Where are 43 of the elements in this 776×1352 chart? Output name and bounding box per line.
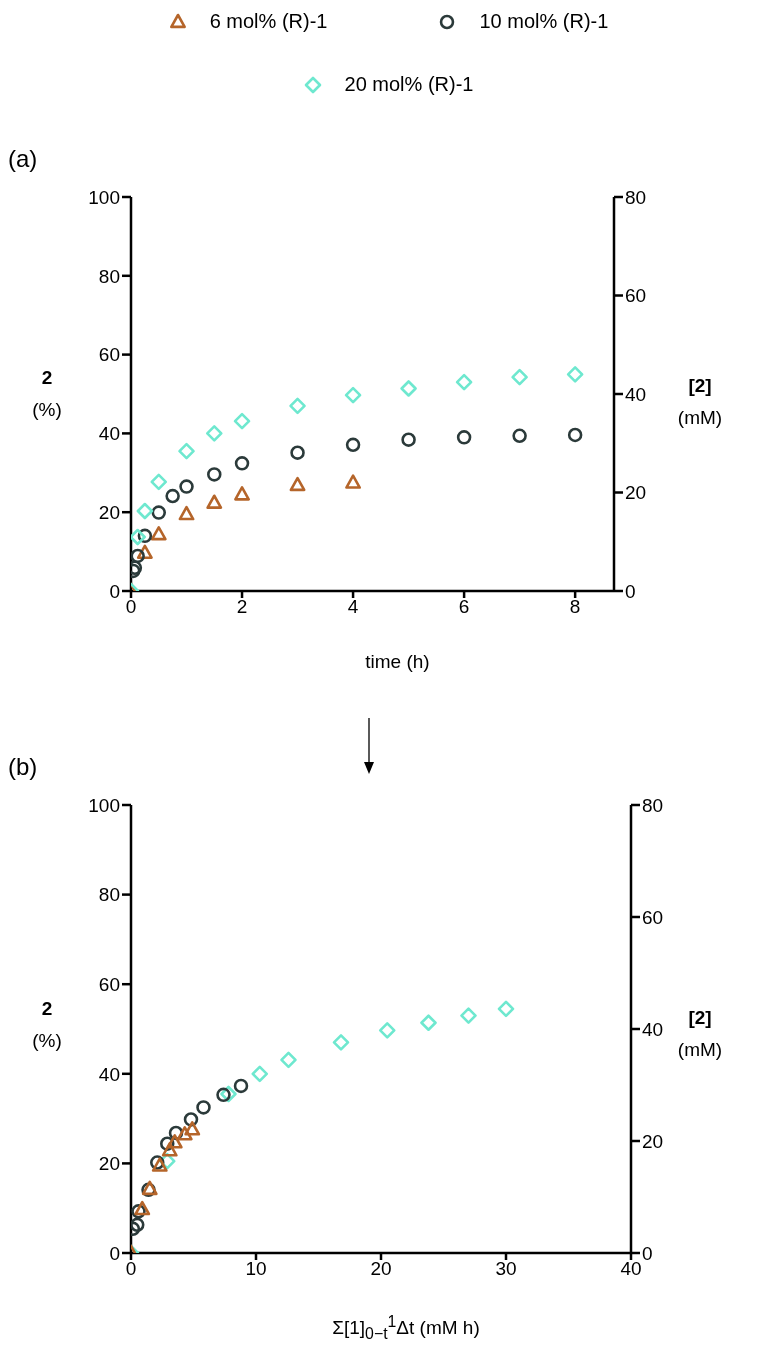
x-axis-title: Σ[1]$_{0−t}$$^{1}$Δt (mM h) <box>331 1313 481 1344</box>
y2-tick-label: 80 <box>625 186 647 208</box>
x-tick-label: 2 <box>236 596 248 618</box>
y2-tick-label: 20 <box>625 482 647 504</box>
y-tick-label: 0 <box>109 580 120 602</box>
y-tick-label: 100 <box>88 794 120 816</box>
x-tick-label: 6 <box>458 596 470 618</box>
y-tick-label: 60 <box>98 973 120 995</box>
x-axis-title: time (h) <box>364 651 431 673</box>
legend-label: 6 mol% (R)-1 <box>209 10 328 33</box>
legend-label: 10 mol% (R)-1 <box>479 10 609 33</box>
y-tick-label: 80 <box>98 884 120 906</box>
chart-title: (b) <box>8 753 38 781</box>
y-tick-label: 20 <box>98 501 120 523</box>
x-tick-label: 30 <box>495 1258 517 1280</box>
y-tick-label: 20 <box>98 1153 120 1175</box>
x-tick-label: 10 <box>245 1258 267 1280</box>
y-tick-label: 80 <box>98 265 120 287</box>
x-tick-label: 0 <box>125 596 137 618</box>
y2-tick-label: 40 <box>642 1018 664 1040</box>
y2-tick-label: 40 <box>625 383 647 405</box>
y2-tick-label: 0 <box>625 580 636 602</box>
y-axis-title: 2 (%) <box>31 997 63 1054</box>
y-axis-title: 2 (%) <box>31 366 63 423</box>
x-tick-label: 8 <box>569 596 581 618</box>
y-tick-label: 60 <box>98 344 120 366</box>
y2-tick-label: 80 <box>642 794 664 816</box>
x-tick-label: 4 <box>347 596 359 618</box>
y2-tick-label: 60 <box>625 285 647 307</box>
y-tick-label: 0 <box>109 1242 120 1264</box>
y2-tick-label: 60 <box>642 906 664 928</box>
x-tick-label: 40 <box>620 1258 642 1280</box>
y2-tick-label: 0 <box>642 1242 653 1264</box>
x-tick-label: 0 <box>125 1258 137 1280</box>
chart-title: (a) <box>8 145 38 173</box>
legend-label: 20 mol% (R)-1 <box>344 73 474 96</box>
y-tick-label: 40 <box>98 1063 120 1085</box>
y-tick-label: 40 <box>98 423 120 445</box>
y-tick-label: 100 <box>88 186 120 208</box>
x-tick-label: 20 <box>370 1258 392 1280</box>
y2-axis-title: [2] (mM) <box>677 1007 723 1061</box>
y2-axis-title: [2] (mM) <box>676 374 724 431</box>
y2-tick-label: 20 <box>642 1130 664 1152</box>
